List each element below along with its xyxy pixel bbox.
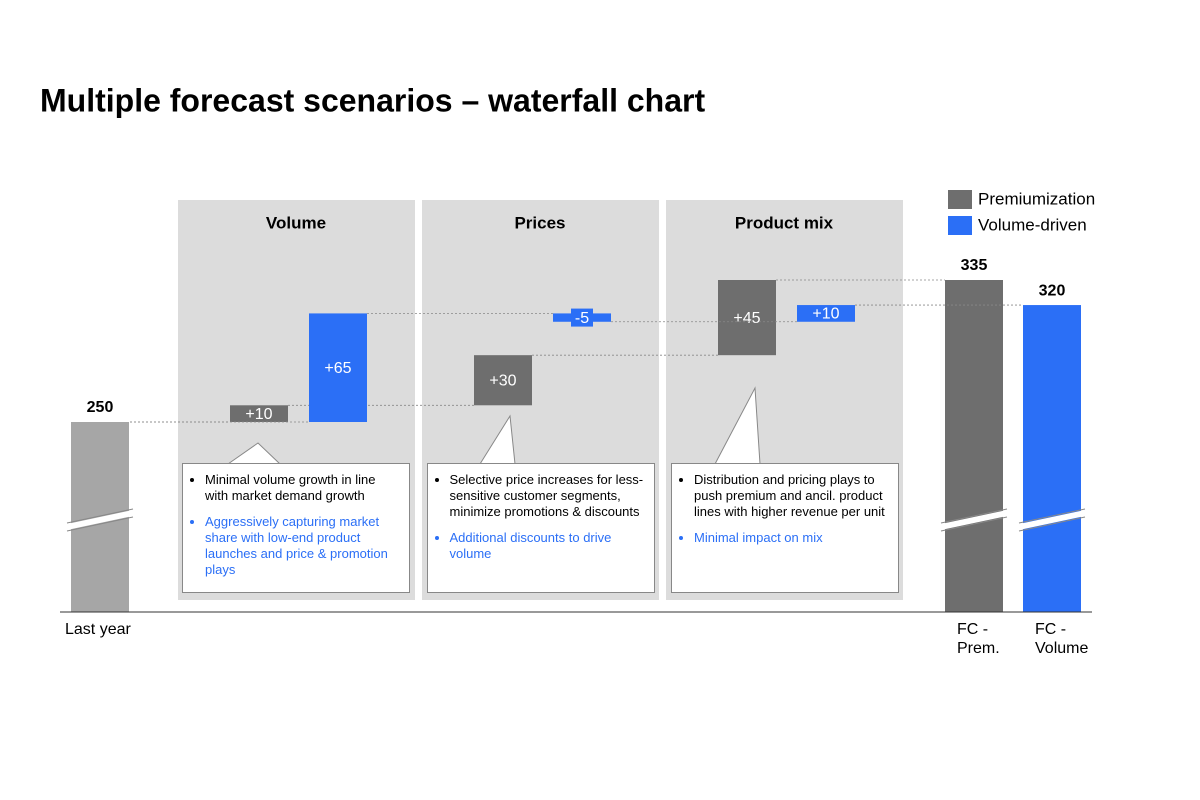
note-list: Distribution and pricing plays to push p… (676, 472, 890, 546)
note-list: Selective price increases for less-sensi… (432, 472, 646, 562)
value-label: +10 (245, 406, 272, 423)
total-bar (1023, 305, 1081, 612)
note-list: Minimal volume growth in line with marke… (187, 472, 401, 578)
value-label: -5 (575, 310, 589, 327)
legend-swatch (948, 190, 972, 209)
value-label: +10 (812, 306, 839, 323)
legend-swatch (948, 216, 972, 235)
axis-break (1019, 510, 1085, 530)
total-label: 320 (1039, 282, 1066, 299)
panel-title: Product mix (735, 213, 834, 232)
value-label: +45 (733, 310, 760, 327)
step-bar (797, 305, 855, 322)
note-item: Aggressively capturing market share with… (205, 514, 401, 578)
total-label: 335 (961, 257, 988, 274)
note-box: Distribution and pricing plays to push p… (671, 463, 899, 593)
axis-break (941, 510, 1007, 530)
step-bar (230, 405, 288, 422)
note-item: Minimal volume growth in line with marke… (205, 472, 401, 504)
total-bar (945, 280, 1003, 612)
start-label: 250 (87, 399, 114, 416)
x-label: Last year (65, 621, 131, 638)
axis-break-line (940, 516, 1008, 532)
chart-title: Multiple forecast scenarios – waterfall … (40, 82, 705, 118)
axis-break-line (1018, 508, 1086, 524)
note-item: Additional discounts to drive volume (450, 530, 646, 562)
legend-label: Volume-driven (978, 215, 1087, 234)
step-bar (309, 313, 367, 422)
axis-break-line (66, 516, 134, 532)
value-label: +65 (324, 360, 351, 377)
axis-break-line (1018, 516, 1086, 532)
note-box: Selective price increases for less-sensi… (426, 463, 655, 593)
value-label: +30 (489, 372, 516, 389)
note-item: Minimal impact on mix (694, 530, 890, 546)
note-item: Distribution and pricing plays to push p… (694, 472, 890, 520)
label-bg (571, 308, 593, 327)
note-item: Selective price increases for less-sensi… (450, 472, 646, 520)
step-bar (474, 355, 532, 406)
panel-title: Volume (266, 213, 326, 232)
step-bar (718, 280, 776, 356)
x-label: FC - Volume (1035, 621, 1089, 657)
note-box: Minimal volume growth in line with marke… (182, 463, 410, 593)
x-label: FC - Prem. (957, 621, 1000, 657)
panel-title: Prices (514, 213, 565, 232)
axis-break-line (66, 508, 134, 524)
legend-label: Premiumization (978, 189, 1095, 208)
axis-break-line (940, 508, 1008, 524)
axis-break (67, 510, 133, 530)
